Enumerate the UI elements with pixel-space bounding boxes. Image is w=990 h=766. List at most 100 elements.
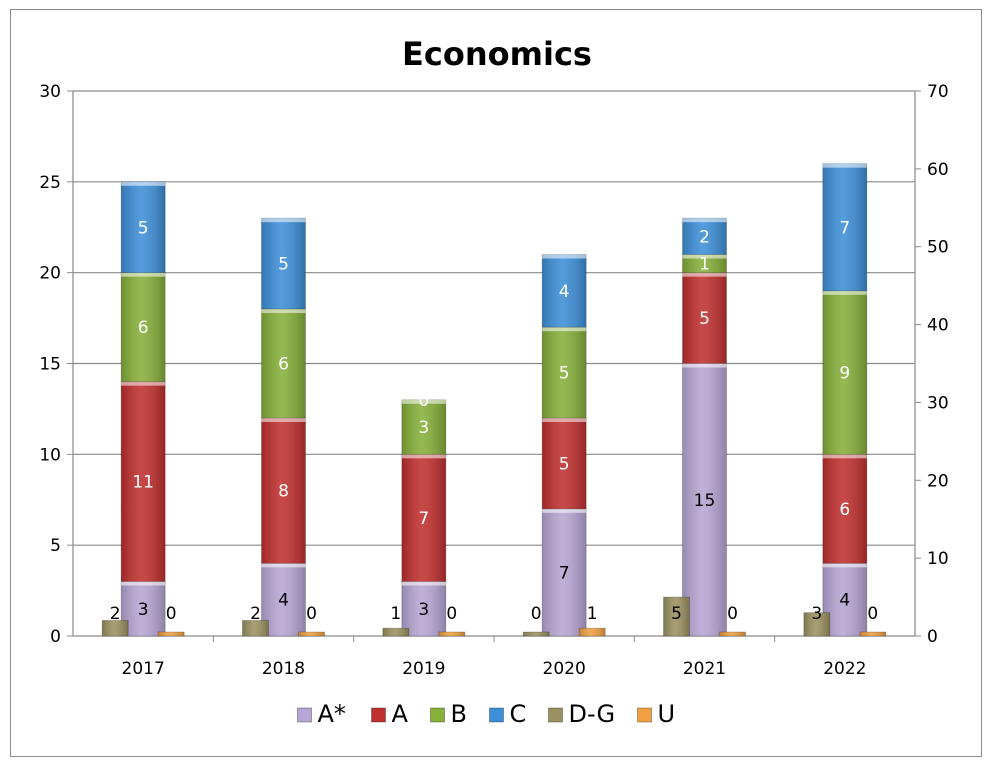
y-tick-label: 20 [39,264,61,284]
x-tick-label: 2021 [683,659,726,679]
legend-item-u: U [637,700,676,728]
bar-shading [682,272,727,364]
x-tick-label: 2022 [823,659,866,679]
legend-label: B [451,700,467,728]
bar-shading [298,632,325,636]
x-tick-label: 2017 [122,659,165,679]
data-label: 4 [278,591,289,611]
bar-highlight [401,454,446,459]
legend: A* A B C D-G U [297,700,676,728]
y-tick-label: 30 [39,82,61,102]
bar-shading [682,254,727,273]
y-tick-label: 25 [39,173,61,193]
bar-shading [438,632,465,636]
bar-shading [382,628,409,636]
y2-tick-label: 40 [927,316,949,336]
data-label: 9 [839,364,850,384]
bar-shading [803,612,830,636]
legend-label: U [658,700,676,728]
y-tick-label: 5 [50,536,61,556]
bar-shading [261,563,306,636]
bar-shading [542,508,587,636]
data-label: 0 [418,391,429,411]
x-tick-label: 2020 [543,659,586,679]
bar-highlight [682,363,727,368]
legend-item-a: A [371,700,409,728]
economics-chart: Economics 051015202530010203040506070201… [39,35,948,728]
data-label: 6 [839,500,850,520]
x-tick-label: 2019 [402,659,445,679]
bar-highlight [542,508,587,513]
bar-highlight [261,309,306,313]
bar-shading [261,418,306,564]
data-label: 7 [839,218,850,238]
data-label: 2 [250,604,261,624]
bar-highlight [261,563,306,568]
data-label: 5 [671,604,682,624]
chart-frame: Economics 0 5 10 15 20 25 30 0 10 20 30 40 50 60 70 201… [10,9,982,757]
bar-highlight [822,163,867,168]
data-label: 7 [418,509,429,529]
bar-shading [682,363,727,636]
legend-label: C [510,700,527,728]
bar-highlight [682,218,727,223]
bar-shading [158,632,185,636]
bar-shading [542,254,587,328]
bar-highlight [682,272,727,277]
bar-shading [121,381,166,582]
data-label: 1 [699,255,710,275]
bar-shading [822,454,867,564]
bar-highlight [542,327,587,332]
data-label: 0 [867,604,878,624]
bar-shading [121,581,166,636]
legend-item-b: B [430,700,467,728]
bar-highlight [822,454,867,459]
legend-item-c: C [489,700,527,728]
bar-shading [822,290,867,455]
y2-tick-label: 50 [927,238,949,258]
bar-highlight [542,418,587,422]
bar-shading [859,632,886,636]
legend-swatch [297,707,312,723]
legend-swatch [637,707,652,723]
bar-highlight [121,181,166,186]
chart-title: Economics [402,35,592,73]
data-label: 1 [390,604,401,624]
y-tick-label: 15 [39,355,61,375]
legend-item-d-g: D-G [548,700,615,728]
legend-label: A* [318,700,346,728]
data-label: 5 [559,454,570,474]
data-label: 1 [587,604,598,624]
bar-shading [121,181,166,273]
data-label: 5 [138,218,149,238]
data-label: 4 [559,282,570,302]
bar-shading [523,632,550,636]
bar-shading [719,632,746,636]
data-label: 0 [727,604,738,624]
bar-highlight [121,381,166,386]
bar-shading [242,620,269,636]
bar-highlight [401,399,446,404]
x-tick-label: 2018 [262,659,305,679]
data-label: 5 [278,255,289,275]
gridlines [73,90,915,546]
bars [101,163,887,637]
data-label: 3 [811,604,822,624]
bar-highlight [261,218,306,223]
data-label: 5 [559,364,570,384]
y2-tick-label: 20 [927,471,949,491]
bar-shading [401,581,446,636]
bar-shading [579,628,606,636]
data-label: 2 [110,604,121,624]
data-label: 0 [306,604,317,624]
legend-swatch [371,707,386,723]
bar-shading [401,399,446,455]
data-label: 15 [694,491,716,511]
bar-shading [542,327,587,418]
bar-shading [822,163,867,291]
data-label: 4 [839,591,850,611]
data-label: 2 [699,227,710,247]
bar-shading [102,620,129,636]
data-label: 8 [278,482,289,502]
